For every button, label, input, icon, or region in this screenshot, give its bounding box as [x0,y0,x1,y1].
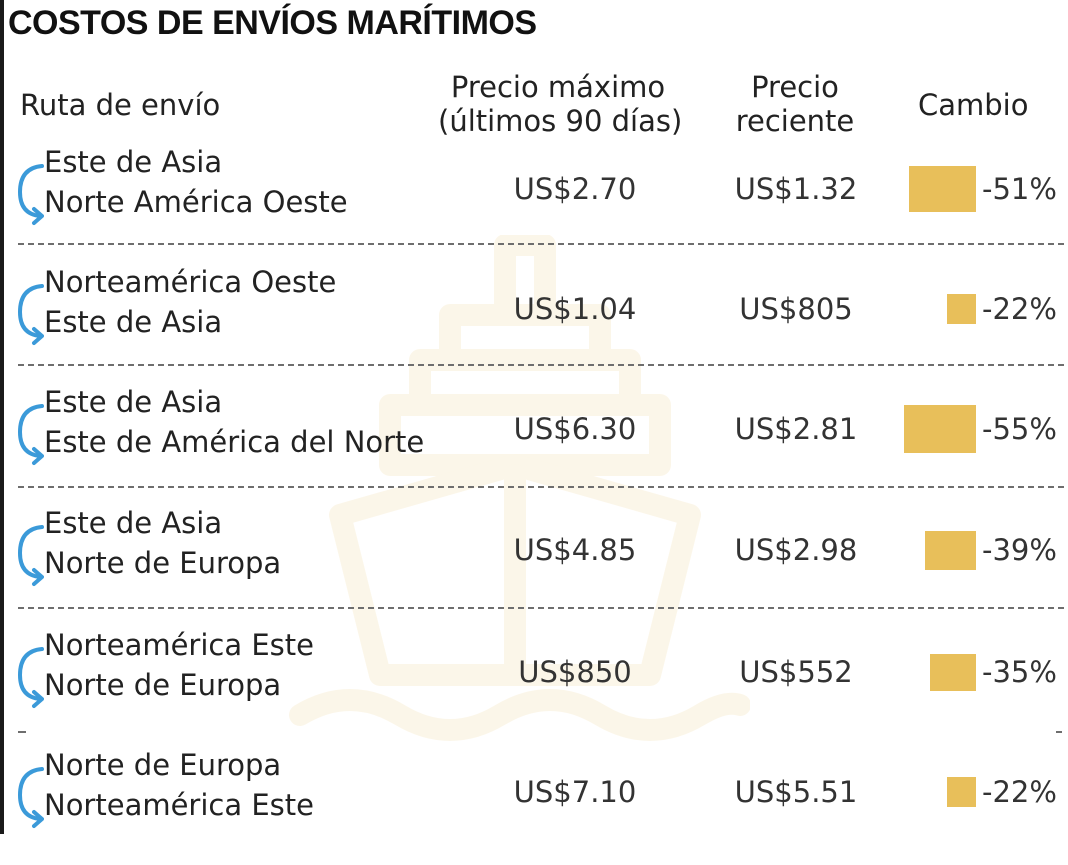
recent-price-value: US$552 [739,655,853,689]
change-label: -22% [982,775,1057,809]
route-destination: Norteamérica Este [44,788,314,822]
route-label: Norte de Europa Norteamérica Este [44,745,314,825]
route-destination: Este de Asia [44,305,223,339]
max-price-value: US$2.70 [513,172,637,206]
curved-arrow-icon [17,164,44,225]
header-route: Ruta de envío [20,88,221,122]
table-row: Norteamérica Oeste Este de Asia US$1.04 US$… [0,262,1068,382]
curved-arrow-icon [17,767,44,828]
change-bar [947,777,976,807]
table-row: Norteamérica Este Norte de Europa US$850 US… [0,625,1068,745]
row-separator [18,486,1064,488]
change-bar [904,405,976,453]
header-recent-price-line1: Precio [751,70,839,104]
max-price-value: US$6.30 [513,412,637,446]
change-bar [947,294,976,324]
max-price-value: US$7.10 [513,775,637,809]
recent-price-value: US$1.32 [734,172,858,206]
curved-arrow-icon [17,404,44,465]
row-separator [18,243,1064,245]
route-label: Este de Asia Este de América del Norte [44,382,424,462]
max-price-value: US$1.04 [513,292,637,326]
route-destination: Este de América del Norte [44,425,425,459]
change-label: -22% [982,292,1057,326]
header-max-price-line2: (últimos 90 días) [438,104,683,138]
header-max-price: Precio máximo (últimos 90 días) [438,70,683,138]
chart-title: COSTOS DE ENVÍOS MARÍTIMOS [8,4,537,42]
curved-arrow-icon [17,284,44,345]
route-origin: Norteamérica Oeste [44,265,337,299]
change-label: -39% [982,533,1057,567]
table-row: Este de Asia Norte América Oeste US$2.70 US… [0,142,1068,262]
table-row: Este de Asia Norte de Europa US$4.85 US$2.9… [0,503,1068,623]
header-recent-price: Precio reciente [720,70,870,138]
route-origin: Este de Asia [44,506,223,540]
row-separator [18,364,1064,366]
route-origin: Norte de Europa [44,748,282,782]
recent-price-value: US$805 [739,292,853,326]
change-label: -35% [982,655,1057,689]
table-row: Norte de Europa Norteamérica Este US$7.10 U… [0,745,1068,865]
route-label: Norteamérica Este Norte de Europa [44,625,314,705]
left-accent-rule [0,0,4,834]
curved-arrow-icon [17,647,44,708]
table-row: Este de Asia Este de América del Norte US$… [0,382,1068,502]
route-origin: Este de Asia [44,385,223,419]
route-destination: Norte de Europa [44,546,282,580]
recent-price-value: US$5.51 [734,775,858,809]
row-separator [1056,731,1062,733]
recent-price-value: US$2.98 [734,533,858,567]
route-destination: Norte de Europa [44,668,282,702]
header-recent-price-line2: reciente [735,104,855,138]
change-label: -55% [982,412,1057,446]
recent-price-value: US$2.81 [734,412,858,446]
header-change: Cambio [918,88,1029,122]
row-separator [18,607,1064,609]
route-origin: Norteamérica Este [44,628,314,662]
header-max-price-line1: Precio máximo [450,70,666,104]
row-separator [18,731,26,733]
change-bar [909,166,976,212]
route-label: Norteamérica Oeste Este de Asia [44,262,336,342]
route-origin: Este de Asia [44,145,223,179]
change-bar [930,653,976,691]
curved-arrow-icon [17,525,44,586]
ship-icon [289,235,750,741]
change-label: -51% [982,172,1057,206]
route-destination: Norte América Oeste [44,185,348,219]
route-label: Este de Asia Norte de Europa [44,503,281,583]
max-price-value: US$850 [518,655,632,689]
max-price-value: US$4.85 [513,533,637,567]
change-bar [925,530,976,570]
route-label: Este de Asia Norte América Oeste [44,142,348,222]
